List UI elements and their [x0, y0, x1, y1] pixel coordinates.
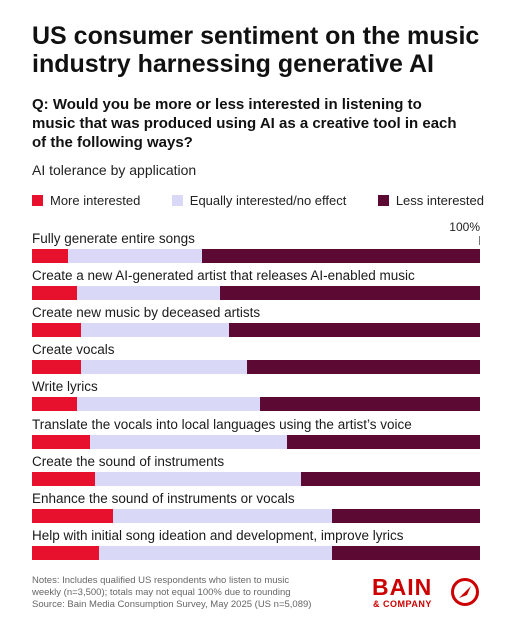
- bar-segment-more: [32, 360, 82, 375]
- category-label: Translate the vocals into local language…: [32, 416, 412, 432]
- legend: More interested Equally interested/no ef…: [32, 193, 484, 208]
- notes-line-2: weekly (n=3,500); totals may not equal 1…: [32, 587, 291, 598]
- logo-compass-icon: [451, 578, 479, 606]
- bar-segment-less: [260, 397, 480, 412]
- legend-item-equally-interested: Equally interested/no effect: [171, 193, 347, 208]
- bar-segment-more: [32, 545, 100, 560]
- legend-label-less-interested: Less interested: [395, 193, 484, 208]
- bar-segment-less: [332, 508, 480, 523]
- bar-segment-less: [247, 360, 480, 375]
- bar-segment-equal: [81, 323, 230, 338]
- bar-segment-equal: [76, 286, 221, 301]
- bar-segment-equal: [99, 545, 333, 560]
- bar-segment-less: [229, 323, 480, 338]
- category-label: Create vocals: [32, 342, 115, 358]
- bar-segment-more: [32, 434, 91, 449]
- bar-segment-less: [300, 471, 480, 486]
- category-label: Help with initial song ideation and deve…: [32, 527, 404, 543]
- category-label: Enhance the sound of instruments or voca…: [32, 490, 295, 506]
- legend-swatch-less-interested: [377, 195, 389, 206]
- legend-item-more-interested: More interested: [32, 193, 140, 208]
- category-label: Write lyrics: [32, 379, 98, 395]
- notes-line-1: Notes: Includes qualified US respondents…: [32, 575, 290, 586]
- category-label: Fully generate entire songs: [32, 231, 195, 246]
- bar-segment-less: [332, 545, 480, 560]
- category-label: Create the sound of instruments: [32, 453, 225, 469]
- bar-segment-more: [32, 323, 82, 338]
- bar-segment-more: [32, 397, 77, 412]
- bain-logo: BAIN & COMPANY: [372, 575, 482, 611]
- bar-segment-more: [32, 286, 77, 301]
- footnotes: Notes: Includes qualified US respondents…: [32, 575, 352, 611]
- legend-label-equally-interested: Equally interested/no effect: [189, 193, 347, 208]
- logo-wordmark: BAIN: [372, 574, 433, 600]
- bar-segment-equal: [67, 249, 203, 263]
- bar-segment-equal: [94, 471, 301, 486]
- survey-question: Q: Would you be more or less interested …: [32, 96, 457, 151]
- legend-label-more-interested: More interested: [50, 193, 141, 208]
- bar-segment-less: [220, 286, 480, 301]
- legend-swatch-equally-interested: [171, 195, 183, 206]
- source-line: Source: Bain Media Consumption Survey, M…: [32, 599, 312, 610]
- bar-segment-equal: [81, 360, 248, 375]
- bar-segment-less: [202, 249, 480, 263]
- logo-subtext: & COMPANY: [373, 599, 432, 609]
- bar-segment-more: [32, 508, 113, 523]
- bar-segment-more: [32, 471, 95, 486]
- bar-segment-more: [32, 249, 68, 263]
- scale-tick-100: [479, 236, 480, 245]
- chart-title: US consumer sentiment on the music indus…: [32, 22, 480, 78]
- legend-swatch-more-interested: [32, 195, 43, 206]
- bar-segment-equal: [76, 397, 261, 412]
- bar-segment-equal: [90, 434, 288, 449]
- scale-label-100: 100%: [449, 220, 480, 234]
- chart-subtitle: AI tolerance by application: [32, 162, 197, 178]
- bar-segment-less: [287, 434, 480, 449]
- legend-item-less-interested: Less interested: [377, 193, 484, 208]
- category-label: Create a new AI-generated artist that re…: [32, 268, 415, 284]
- category-label: Create new music by deceased artists: [32, 305, 261, 321]
- bar-segment-equal: [112, 508, 333, 523]
